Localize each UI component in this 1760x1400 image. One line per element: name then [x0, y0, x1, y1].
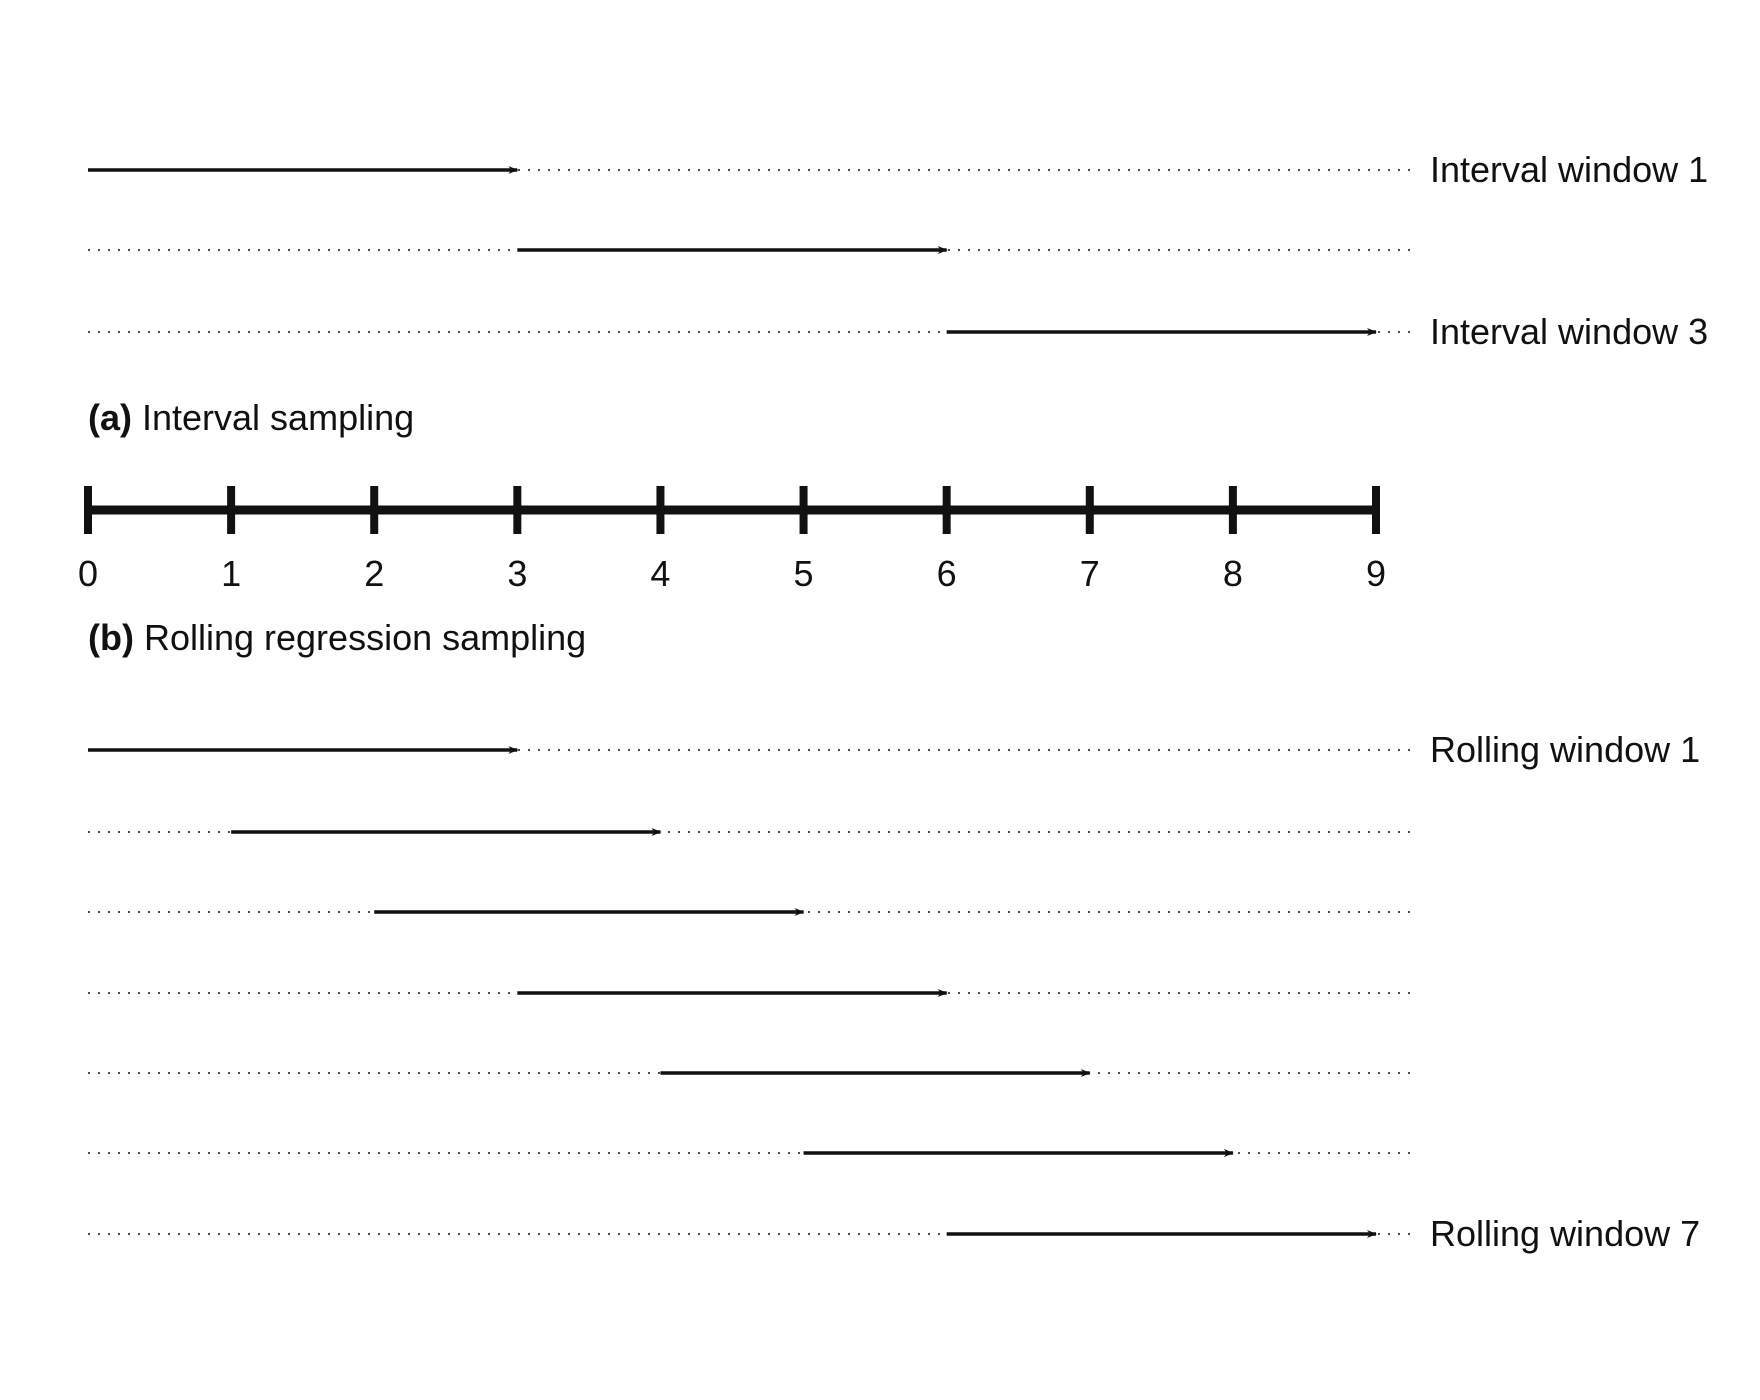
axis-tick-label: 4 — [650, 553, 670, 594]
axis-tick-label: 6 — [937, 553, 957, 594]
axis-tick-label: 5 — [794, 553, 814, 594]
axis-tick-label: 1 — [221, 553, 241, 594]
rolling-window-label: Rolling window 7 — [1430, 1213, 1700, 1254]
rolling-caption: (b) Rolling regression sampling — [88, 617, 586, 658]
rolling-caption-tag: (b) — [88, 617, 134, 658]
axis-tick-label: 2 — [364, 553, 384, 594]
interval-window-label: Interval window 1 — [1430, 149, 1708, 190]
rolling-window-label: Rolling window 1 — [1430, 729, 1700, 770]
rolling-caption-text: Rolling regression sampling — [134, 617, 586, 658]
interval-windows: Interval window 1 Interval window 3 — [88, 149, 1708, 352]
interval-caption-text: Interval sampling — [132, 397, 414, 438]
rolling-window-1: Rolling window 1 — [88, 729, 1700, 770]
interval-window-3: Interval window 3 — [88, 311, 1708, 352]
interval-caption: (a) Interval sampling — [88, 397, 414, 438]
rolling-windows: Rolling window 1 Rolling window 7 — [88, 729, 1700, 1254]
axis-tick-label: 8 — [1223, 553, 1243, 594]
time-axis: 0 1 2 3 4 5 6 7 8 9 — [78, 486, 1386, 594]
axis-tick-label: 9 — [1366, 553, 1386, 594]
interval-window-label: Interval window 3 — [1430, 311, 1708, 352]
rolling-window-7: Rolling window 7 — [88, 1213, 1700, 1254]
axis-tick-label: 7 — [1080, 553, 1100, 594]
axis-tick-label: 0 — [78, 553, 98, 594]
axis-tick-label: 3 — [507, 553, 527, 594]
interval-caption-tag: (a) — [88, 397, 132, 438]
interval-window-1: Interval window 1 — [88, 149, 1708, 190]
